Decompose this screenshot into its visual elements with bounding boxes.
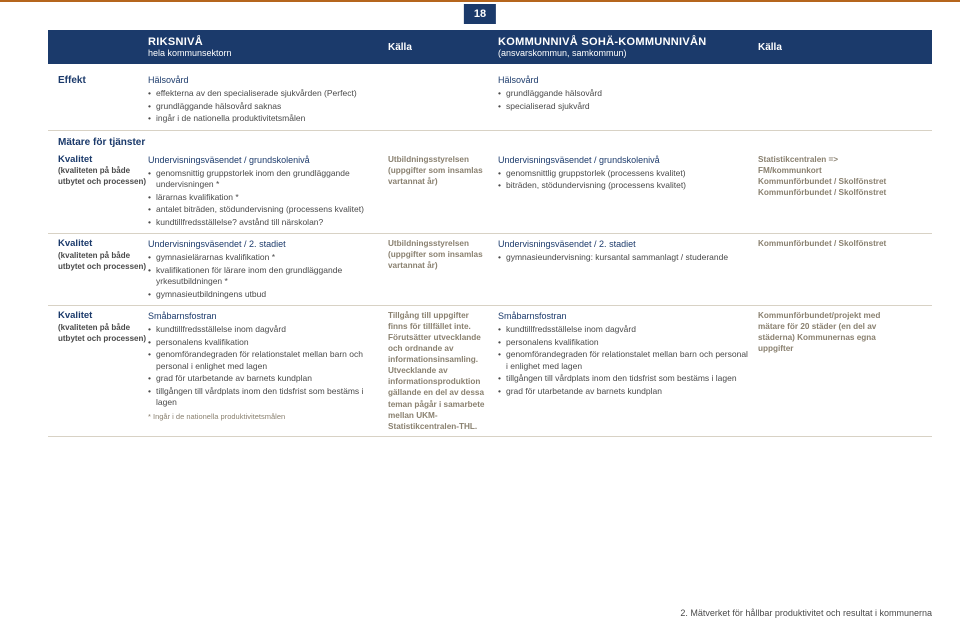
list-item: grundläggande hälsovård xyxy=(498,88,748,99)
c3-list: kundtillfredsställelse inom dagvård perso… xyxy=(498,324,748,397)
list-item: gymnasielärarnas kvalifikation * xyxy=(148,252,378,263)
list-item: effekterna av den specialiserade sjukvår… xyxy=(148,88,378,99)
page-number: 18 xyxy=(464,4,496,24)
effekt-right-list: grundläggande hälsovård specialiserad sju… xyxy=(498,88,748,112)
c3-title: Undervisningsväsendet / grundskolenivå xyxy=(498,154,748,166)
list-item: ingår i de nationella produktivitetsmåle… xyxy=(148,113,378,124)
c2-source: Utbildningsstyrelsen (uppgifter som insa… xyxy=(388,238,498,301)
list-item: kundtillfredsställelse inom dagvård xyxy=(498,324,748,335)
effekt-row: Effekt Hälsovård effekterna av den speci… xyxy=(48,70,932,131)
list-item: personalens kvalifikation xyxy=(148,337,378,348)
list-item: grad för utarbetande av barnets kundplan xyxy=(148,373,378,384)
list-item: gymnasieutbildningens utbud xyxy=(148,289,378,300)
c2-source: Tillgång till uppgifter finns för tillfä… xyxy=(388,310,498,432)
list-item: grundläggande hälsovård saknas xyxy=(148,101,378,112)
list-item: kundtillfredsställelse? avstånd till när… xyxy=(148,217,378,228)
c1-list: genomsnittig gruppstorlek inom den grund… xyxy=(148,168,378,228)
c1-title: Undervisningsväsendet / 2. stadiet xyxy=(148,238,378,250)
c4-source: Kommunförbundet / Skolfönstret xyxy=(758,238,898,301)
row-label-sub: (kvaliteten på både utbytet och processe… xyxy=(58,251,148,273)
table-header: RIKSNIVÅ hela kommunsektorn Källa KOMMUN… xyxy=(48,30,932,64)
c3-title: Undervisningsväsendet / 2. stadiet xyxy=(498,238,748,250)
header-col2: Källa xyxy=(388,42,498,53)
c3-title: Småbarnsfostran xyxy=(498,310,748,322)
list-item: kvalifikationen för lärare inom den grun… xyxy=(148,265,378,288)
effekt-right-title: Hälsovård xyxy=(498,74,748,86)
list-item: kundtillfredsställelse inom dagvård xyxy=(148,324,378,335)
c2-source: Utbildningsstyrelsen (uppgifter som insa… xyxy=(388,154,498,229)
c1-list: kundtillfredsställelse inom dagvård perso… xyxy=(148,324,378,408)
table-row: Kvalitet(kvaliteten på både utbytet och … xyxy=(48,150,932,234)
footer-text: 2. Mätverket för hållbar produktivitet o… xyxy=(680,608,932,618)
header-col4: Källa xyxy=(758,42,898,53)
list-item: antalet biträden, stödundervisning (proc… xyxy=(148,204,378,215)
header-col1-title: RIKSNIVÅ xyxy=(148,36,388,48)
c1-note: * Ingår i de nationella produktivitetsmå… xyxy=(148,412,378,422)
header-col3-sub: (ansvarskommun, samkommun) xyxy=(498,48,758,58)
table-row: Kvalitet(kvaliteten på både utbytet och … xyxy=(48,234,932,306)
row-label-title: Kvalitet xyxy=(58,238,148,251)
content-table: RIKSNIVÅ hela kommunsektorn Källa KOMMUN… xyxy=(0,0,960,447)
effekt-left-title: Hälsovård xyxy=(148,74,378,86)
header-col1-sub: hela kommunsektorn xyxy=(148,48,388,58)
list-item: tillgången till vårdplats inom den tidsf… xyxy=(498,373,748,384)
effekt-left-list: effekterna av den specialiserade sjukvår… xyxy=(148,88,378,124)
header-col3-title: KOMMUNNIVÅ sohä-kommunnivån xyxy=(498,36,758,48)
c1-list: gymnasielärarnas kvalifikation * kvalifik… xyxy=(148,252,378,300)
list-item: specialiserad sjukvård xyxy=(498,101,748,112)
c4-source: Statistikcentralen => FM/kommunkort Komm… xyxy=(758,154,898,229)
list-item: genomsnittig gruppstorlek inom den grund… xyxy=(148,168,378,191)
row-label-sub: (kvaliteten på både utbytet och processe… xyxy=(58,166,148,188)
effekt-label: Effekt xyxy=(58,74,148,126)
row-label-sub: (kvaliteten på både utbytet och processe… xyxy=(58,323,148,345)
list-item: grad för utarbetande av barnets kundplan xyxy=(498,386,748,397)
c3-list: gymnasieundervisning: kursantal sammanla… xyxy=(498,252,748,263)
table-row: Kvalitet(kvaliteten på både utbytet och … xyxy=(48,306,932,437)
c4-source: Kommunförbundet/projekt med mätare för 2… xyxy=(758,310,898,432)
list-item: gymnasieundervisning: kursantal sammanla… xyxy=(498,252,748,263)
list-item: biträden, stödundervisning (processens k… xyxy=(498,180,748,191)
row-label-title: Kvalitet xyxy=(58,310,148,323)
row-label-title: Kvalitet xyxy=(58,154,148,167)
list-item: lärarnas kvalifikation * xyxy=(148,192,378,203)
section-label: Mätare för tjänster xyxy=(48,131,932,150)
list-item: genomförandegraden för relationstalet me… xyxy=(148,349,378,372)
list-item: personalens kvalifikation xyxy=(498,337,748,348)
c1-title: Småbarnsfostran xyxy=(148,310,378,322)
list-item: genomförandegraden för relationstalet me… xyxy=(498,349,748,372)
list-item: genomsnittlig gruppstorlek (processens k… xyxy=(498,168,748,179)
c3-list: genomsnittlig gruppstorlek (processens k… xyxy=(498,168,748,192)
list-item: tillgången till vårdplats inom den tidsf… xyxy=(148,386,378,409)
c1-title: Undervisningsväsendet / grundskolenivå xyxy=(148,154,378,166)
